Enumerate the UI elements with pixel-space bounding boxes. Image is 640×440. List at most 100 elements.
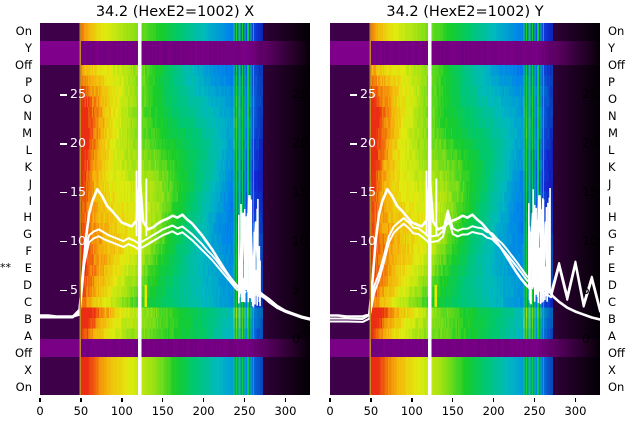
heat-cell-main bbox=[192, 138, 195, 150]
heat-cell-main bbox=[145, 96, 147, 108]
heat-cell-main bbox=[183, 202, 186, 214]
heat-cell-main bbox=[135, 107, 138, 119]
heat-cell-main bbox=[157, 317, 160, 330]
heat-cell-top bbox=[128, 23, 130, 41]
heat-cell-main bbox=[85, 317, 88, 330]
heat-cell-sep-bottom bbox=[129, 339, 132, 357]
heat-cell-main bbox=[176, 180, 179, 193]
heat-cell-main bbox=[193, 65, 196, 77]
heat-cell-main bbox=[192, 117, 195, 129]
heat-cell-main bbox=[86, 117, 89, 129]
heat-cell-main bbox=[217, 170, 220, 182]
heat-cell-sep-bottom bbox=[94, 339, 97, 357]
heat-cell-sep-bottom bbox=[209, 339, 212, 357]
heat-cell-main bbox=[205, 307, 208, 319]
heat-cell-main bbox=[141, 65, 144, 77]
heat-cell-main bbox=[122, 265, 124, 277]
heat-cell-main bbox=[188, 265, 191, 277]
heat-cell-main bbox=[83, 191, 86, 203]
heat-cell-main bbox=[101, 212, 104, 224]
heat-cell-main bbox=[80, 75, 83, 87]
heat-cell-top bbox=[229, 23, 232, 41]
side-label-x-20: X bbox=[608, 362, 616, 377]
heat-cell-main bbox=[142, 180, 145, 193]
heat-cell-main bbox=[155, 75, 158, 87]
heat-cell-main bbox=[217, 212, 220, 224]
heat-cell-top bbox=[187, 23, 190, 41]
heat-cell-main bbox=[191, 86, 193, 98]
heat-cell-main bbox=[122, 117, 124, 129]
heat-cell-main bbox=[103, 328, 106, 340]
heat-cell-main bbox=[222, 107, 225, 119]
heat-cell-main bbox=[163, 307, 166, 319]
heat-cell-top bbox=[506, 23, 509, 41]
heat-cell-main bbox=[103, 117, 106, 129]
heat-cell-main bbox=[103, 75, 106, 87]
heat-cell-sep-top bbox=[197, 41, 199, 65]
heat-cell-bottom bbox=[80, 357, 83, 395]
heat-cell-main bbox=[240, 75, 243, 87]
heat-cell-main bbox=[176, 149, 179, 161]
heat-cell-main bbox=[189, 275, 192, 287]
heat-cell-main bbox=[372, 107, 374, 119]
heat-cell-main bbox=[223, 86, 226, 98]
heat-cell-main bbox=[84, 75, 87, 87]
heat-cell-main bbox=[229, 191, 232, 203]
heat-cell-main bbox=[106, 138, 109, 150]
heat-cell-main bbox=[160, 202, 163, 214]
heat-cell-main bbox=[204, 265, 207, 277]
heat-cell-main bbox=[106, 170, 109, 182]
heat-cell-top bbox=[189, 23, 192, 41]
heat-cell-sep-top bbox=[516, 41, 519, 65]
heat-cell-main bbox=[185, 107, 187, 119]
heat-cell-top bbox=[130, 23, 133, 41]
heat-cell-main bbox=[114, 275, 117, 287]
heat-cell-main bbox=[171, 107, 174, 119]
heat-cell-main bbox=[216, 75, 219, 87]
heat-cell-main bbox=[191, 96, 193, 108]
heat-cell-main bbox=[229, 117, 232, 129]
heat-cell-main bbox=[194, 128, 197, 140]
heat-cell-main bbox=[158, 191, 161, 203]
heat-cell-sep-top bbox=[450, 41, 453, 65]
heat-cell-main bbox=[126, 180, 129, 193]
heat-cell-main bbox=[176, 244, 179, 256]
heat-cell-main bbox=[119, 223, 122, 235]
heat-cell-main bbox=[126, 286, 129, 298]
heat-cell-main bbox=[148, 265, 151, 277]
heat-cell-main bbox=[149, 328, 152, 340]
heat-cell-main bbox=[217, 328, 220, 340]
heat-cell-main bbox=[211, 96, 214, 108]
heat-cell-main bbox=[90, 254, 93, 266]
heat-cell-main bbox=[168, 75, 170, 87]
side-label-b-17: B bbox=[24, 311, 32, 326]
heat-cell-main bbox=[243, 202, 245, 214]
heat-cell-main bbox=[80, 328, 83, 340]
heat-cell-main bbox=[175, 328, 178, 340]
panel-x-axes[interactable] bbox=[40, 23, 310, 395]
heat-cell-main bbox=[233, 75, 236, 87]
heat-cell-main bbox=[155, 65, 158, 77]
heat-cell-main bbox=[186, 254, 189, 266]
heat-cell-top bbox=[185, 23, 187, 41]
heat-cell-main bbox=[214, 286, 216, 298]
heat-cell-main bbox=[134, 96, 136, 108]
heat-cell-main bbox=[112, 159, 115, 171]
heat-cell-sep-top bbox=[510, 41, 512, 65]
heat-cell-main bbox=[218, 328, 221, 340]
heat-cell-main bbox=[182, 117, 185, 129]
ytick-value: 15 bbox=[70, 184, 86, 200]
heat-cell-main bbox=[154, 180, 157, 193]
heat-cell-main bbox=[210, 212, 213, 224]
heat-cell-main bbox=[211, 212, 214, 224]
heat-cell-main bbox=[238, 75, 241, 87]
heat-cell-main bbox=[180, 180, 183, 193]
heat-cell-main bbox=[191, 107, 193, 119]
heat-cell-main bbox=[117, 138, 120, 150]
heat-cell-main bbox=[370, 223, 373, 235]
heat-cell-main bbox=[85, 149, 88, 161]
heat-cell-main bbox=[95, 65, 98, 77]
heat-cell-main bbox=[119, 75, 122, 87]
panel-y-axes[interactable] bbox=[330, 23, 600, 395]
heat-cell-main bbox=[166, 233, 169, 245]
